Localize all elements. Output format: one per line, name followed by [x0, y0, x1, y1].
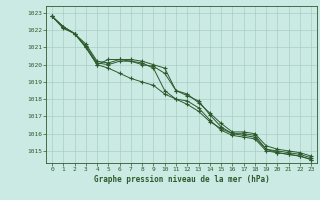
X-axis label: Graphe pression niveau de la mer (hPa): Graphe pression niveau de la mer (hPa) — [94, 175, 269, 184]
